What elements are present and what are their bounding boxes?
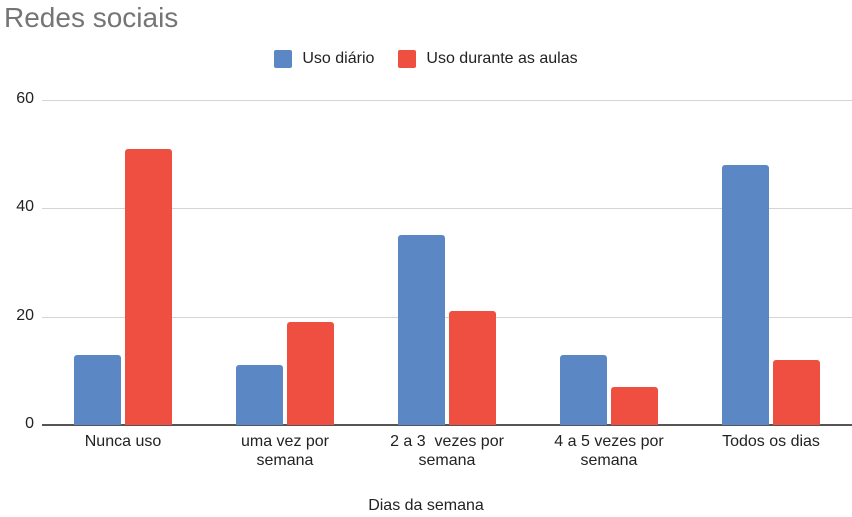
gridline xyxy=(42,316,852,318)
y-tick-label: 40 xyxy=(16,198,34,216)
legend-item-uso-aulas[interactable]: Uso durante as aulas xyxy=(398,50,578,68)
y-tick-label: 20 xyxy=(16,306,34,324)
x-tick-label: Nunca uso xyxy=(84,433,162,450)
bar-uso-diario[interactable] xyxy=(722,165,769,425)
bar-uso-diario[interactable] xyxy=(74,354,121,425)
bar-uso-aulas[interactable] xyxy=(773,360,820,425)
legend: Uso diário Uso durante as aulas xyxy=(0,50,852,68)
x-tick-label: 2 a 3 vezes por semana xyxy=(390,433,504,469)
legend-swatch-red xyxy=(398,50,417,68)
gridline xyxy=(42,100,852,101)
legend-item-uso-diario[interactable]: Uso diário xyxy=(274,50,374,68)
bar-uso-aulas[interactable] xyxy=(449,311,496,425)
bar-uso-aulas[interactable] xyxy=(611,387,658,425)
y-tick-label: 0 xyxy=(25,415,34,432)
bar-uso-diario[interactable] xyxy=(560,354,607,425)
chart-title: Redes sociais xyxy=(4,2,179,33)
x-tick-label: uma vez por semana xyxy=(240,433,330,469)
baseline xyxy=(42,424,852,426)
bar-uso-aulas[interactable] xyxy=(287,322,334,425)
x-tick-label: 4 a 5 vezes por semana xyxy=(554,433,664,469)
x-axis-title: Dias da semana xyxy=(368,497,484,514)
gridline xyxy=(42,208,852,210)
bar-uso-diario[interactable] xyxy=(236,365,283,425)
legend-swatch-blue xyxy=(274,50,293,68)
x-tick-label: Todos os dias xyxy=(722,433,820,450)
legend-label: Uso diário xyxy=(302,50,375,67)
bar-uso-diario[interactable] xyxy=(398,235,445,425)
legend-label: Uso durante as aulas xyxy=(426,50,578,67)
plot-area xyxy=(42,0,852,517)
y-tick-label: 60 xyxy=(16,90,34,107)
bar-uso-aulas[interactable] xyxy=(125,148,172,425)
